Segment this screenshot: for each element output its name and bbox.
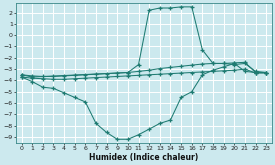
X-axis label: Humidex (Indice chaleur): Humidex (Indice chaleur) xyxy=(89,152,199,162)
